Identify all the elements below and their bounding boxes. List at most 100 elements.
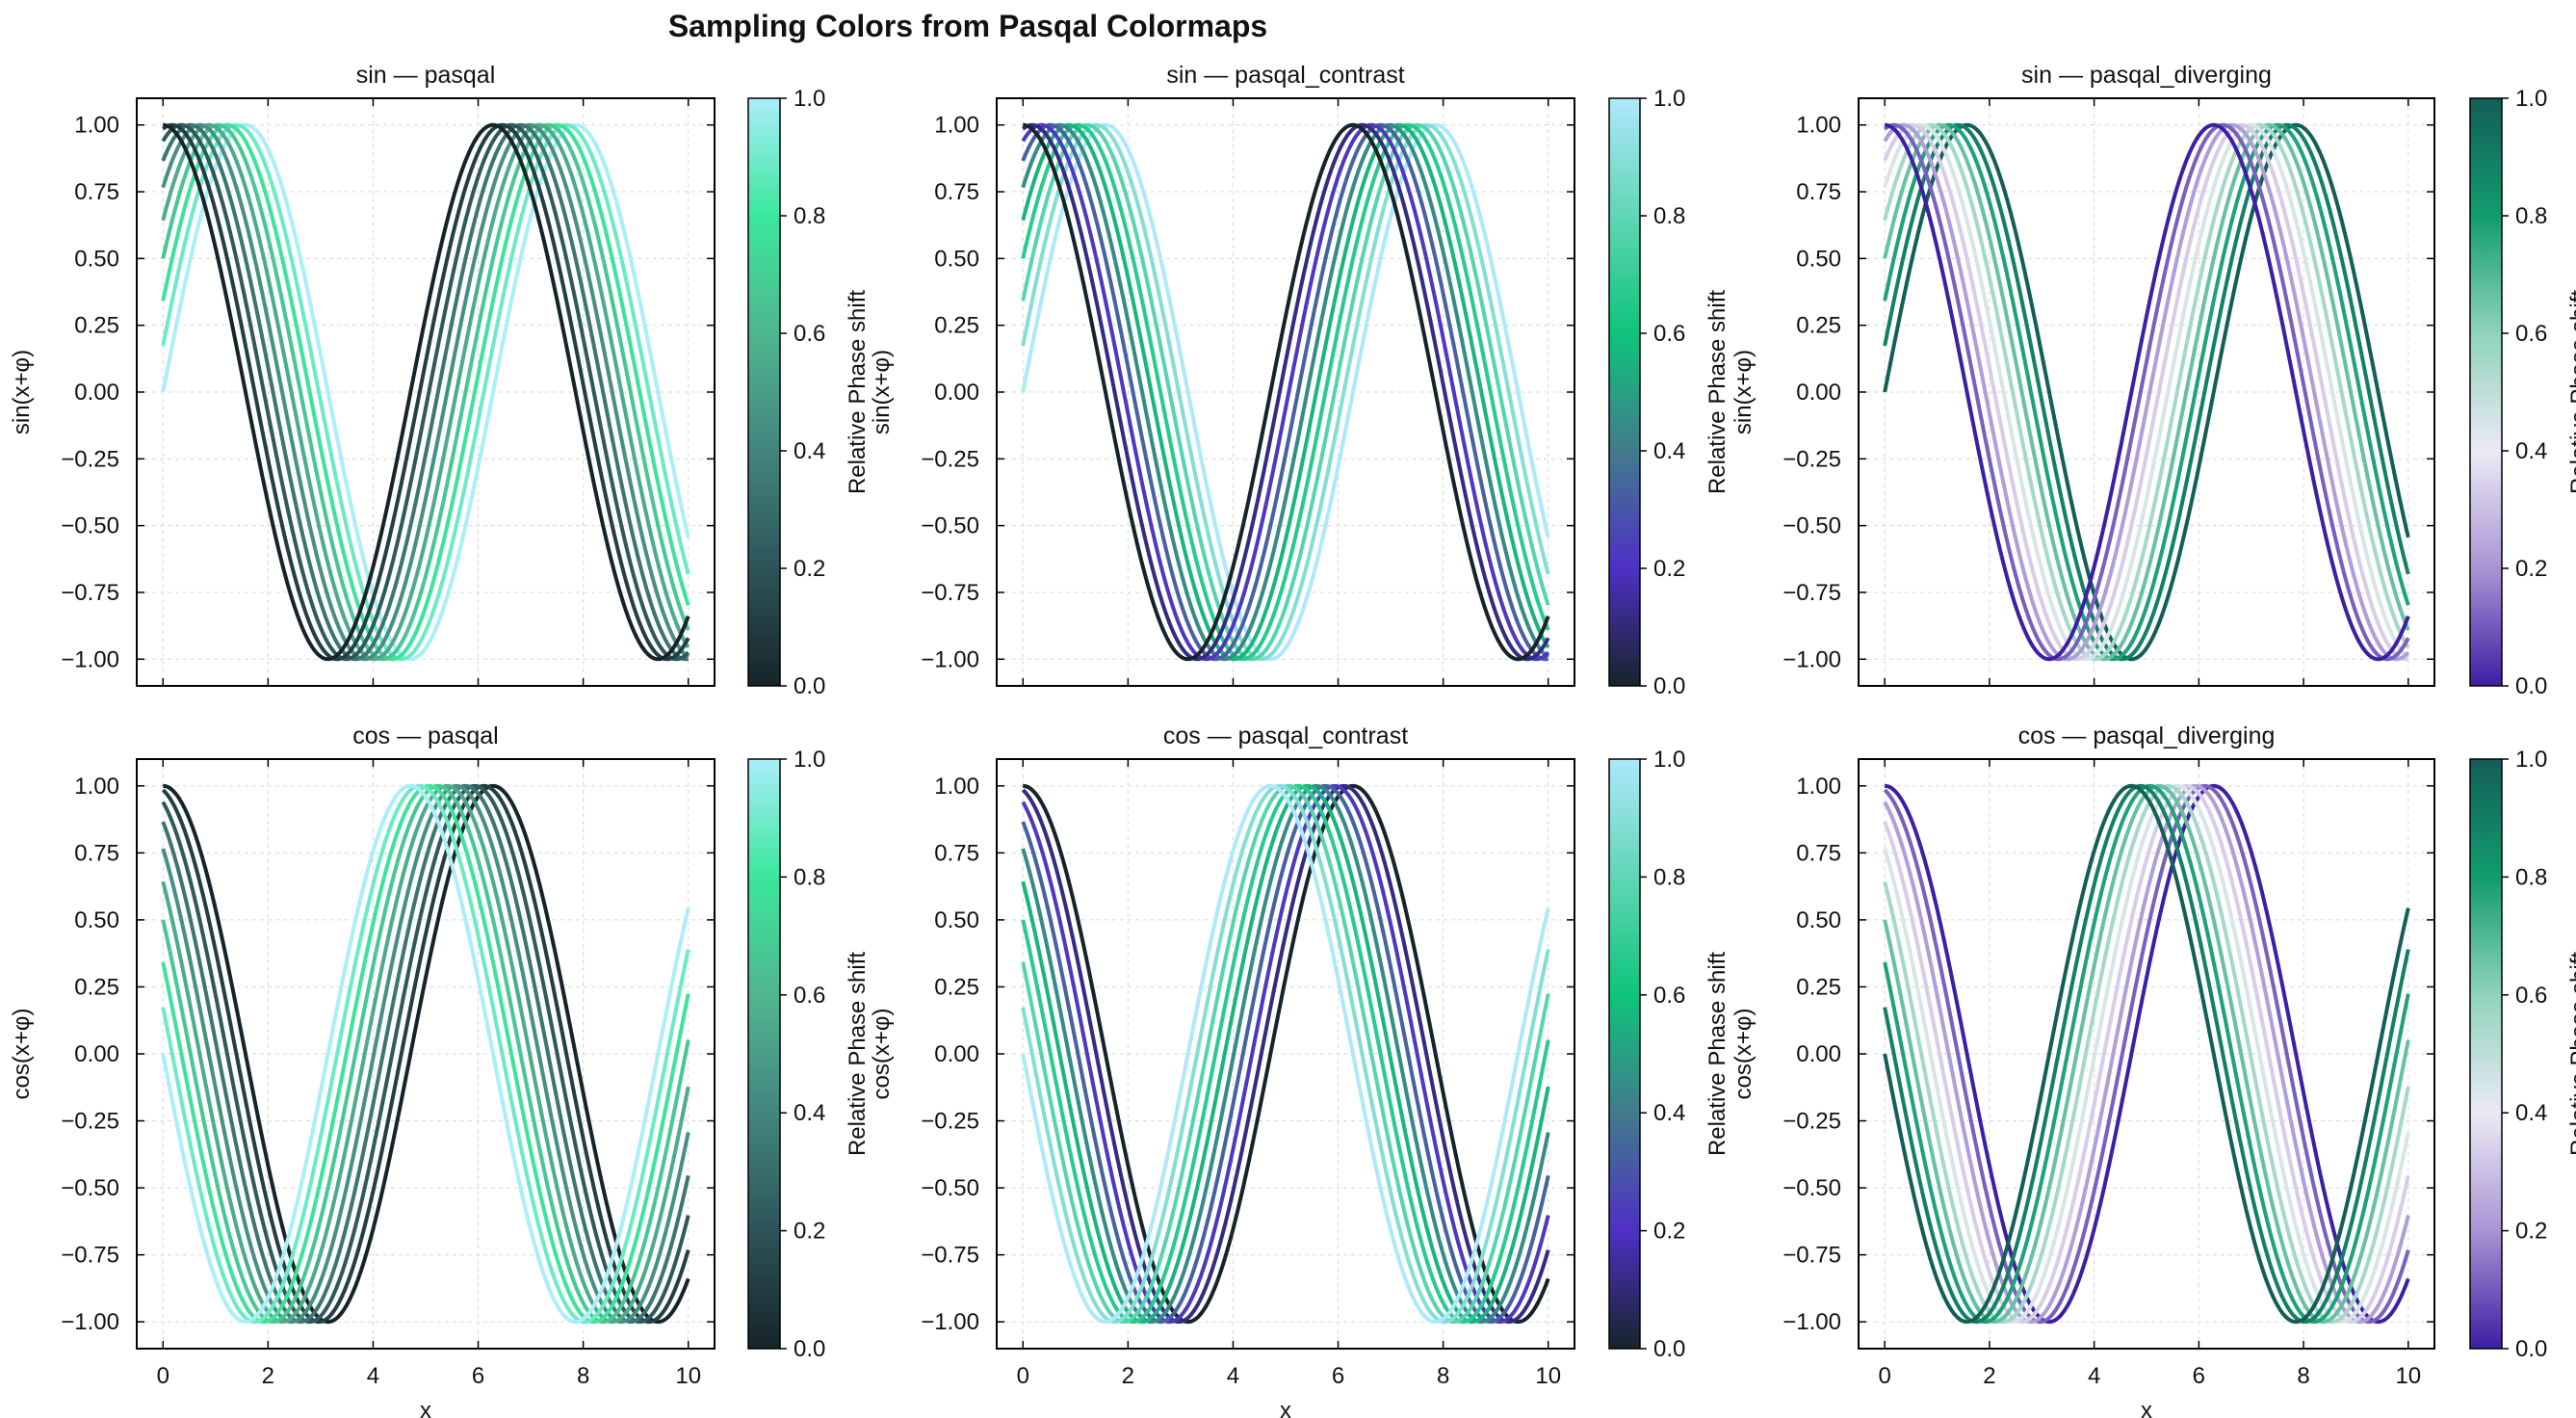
colorbar-tick-label: 0.4: [794, 438, 825, 464]
colorbar-tick-label: 0.4: [2515, 1100, 2547, 1126]
series-line: [1883, 122, 2410, 662]
y-tick-label: −0.25: [61, 446, 119, 472]
colorbar-tick-label: 0.8: [1653, 864, 1685, 890]
colorbar-label: Relative Phase shift: [1704, 952, 1730, 1156]
series-line: [1883, 122, 2410, 662]
y-tick-label: 0.50: [74, 907, 119, 933]
y-tick-label: −1.00: [61, 646, 119, 672]
y-tick-label: 0.75: [934, 840, 979, 866]
series-line: [1021, 783, 1550, 1325]
y-tick-label: 0.50: [934, 246, 979, 272]
y-tick-label: −0.50: [61, 1175, 119, 1201]
series-line: [1021, 122, 1549, 662]
y-tick-label: −0.75: [61, 580, 119, 606]
y-tick-label: 0.00: [74, 1041, 119, 1067]
colorbar-tick-label: 1.0: [794, 86, 825, 112]
colorbar-tick-label: 0.2: [2515, 556, 2547, 582]
y-axis-label: sin(x+φ): [869, 350, 895, 434]
colorbar-tick-label: 0.8: [794, 203, 825, 229]
series-line: [1021, 122, 1550, 662]
y-tick-label: 0.25: [934, 313, 979, 339]
series-line: [1021, 783, 1550, 1325]
y-tick-label: 0.50: [934, 907, 979, 933]
colorbar-tick-label: 0.0: [1653, 673, 1685, 699]
colorbar-tick-label: 1.0: [2515, 86, 2547, 112]
colorbar-label: Relative Phase shift: [845, 290, 871, 494]
series-line: [1885, 783, 2410, 1325]
y-tick-label: −0.75: [61, 1243, 119, 1269]
colorbar-tick-label: 0.2: [1653, 556, 1685, 582]
y-tick-label: 0.50: [74, 246, 119, 272]
colorbar-tick-label: 0.2: [2515, 1219, 2547, 1245]
y-axis-label: sin(x+φ): [9, 350, 35, 434]
x-tick-label: 10: [675, 1363, 701, 1389]
colorbar-label: Relative Phase shift: [2566, 952, 2576, 1156]
series-line: [163, 783, 690, 1325]
y-tick-label: 0.75: [1796, 179, 1841, 205]
panels: 1.00 0.75 0.50 0.25 0.00 −0.25 −0.50 −0.75 −1.00…: [9, 62, 2576, 1418]
y-tick-label: −0.50: [1782, 513, 1841, 539]
panel-cos-pasqal-contrast: 0 2 4 6 8 10 1.00 0.75 0.50 0.25 0.00 −0.25 −0.50 −0.…: [869, 722, 1730, 1418]
panel-title: sin — pasqal_diverging: [2021, 62, 2272, 89]
colorbar-tick-label: 1.0: [1653, 747, 1685, 773]
x-tick-label: 8: [1437, 1363, 1449, 1389]
x-tick-label: 4: [1227, 1363, 1239, 1389]
series-group: [161, 122, 690, 662]
panel-cos-pasqal: 0 2 4 6 8 10 1.00 0.75 0.50 0.25 0.00 −0.25 −0.50 −0.…: [9, 722, 871, 1418]
x-tick-label: 10: [1535, 1363, 1561, 1389]
series-line: [1021, 122, 1549, 662]
series-line: [1021, 783, 1550, 1325]
y-axis-label: sin(x+φ): [1730, 350, 1756, 434]
panel-sin-pasqal: 1.00 0.75 0.50 0.25 0.00 −0.25 −0.50 −0.75 −1.00…: [9, 62, 871, 699]
series-line: [1021, 122, 1550, 662]
series-line: [1883, 122, 2410, 662]
y-tick-label: −0.25: [921, 1109, 979, 1135]
colorbar-label: Relative Phase shift: [2566, 290, 2576, 494]
series-line: [161, 122, 690, 662]
y-tick-label: 0.00: [934, 380, 979, 406]
y-tick-label: 1.00: [1796, 113, 1841, 139]
panel-title: cos — pasqal_contrast: [1163, 722, 1408, 749]
colorbar-tick-label: 0.0: [794, 673, 825, 699]
series-line: [1021, 783, 1550, 1325]
colorbar-tick-label: 1.0: [1653, 86, 1685, 112]
series-line: [163, 122, 690, 662]
series-line: [1021, 122, 1550, 662]
y-axis-label: cos(x+φ): [1730, 1009, 1756, 1100]
series-line: [1023, 122, 1550, 662]
colorbar-tick-label: 0.2: [1653, 1219, 1685, 1245]
series-line: [161, 783, 690, 1325]
panel-cos-pasqal-diverging: 0 2 4 6 8 10 1.00 0.75 0.50 0.25 0.00 −0.25 −0.50 −0.…: [1730, 722, 2576, 1418]
y-tick-label: −1.00: [921, 646, 979, 672]
colorbar-tick-label: 0.6: [1653, 983, 1685, 1009]
y-tick-label: 0.25: [1796, 313, 1841, 339]
x-tick-label: 6: [2193, 1363, 2205, 1389]
colorbar-tick-label: 0.4: [2515, 438, 2547, 464]
y-tick-label: −1.00: [1782, 646, 1841, 672]
series-line: [1883, 783, 2410, 1325]
series-line: [161, 122, 690, 662]
y-tick-label: −0.25: [61, 1109, 119, 1135]
panel-sin-pasqal-diverging: 1.00 0.75 0.50 0.25 0.00 −0.25 −0.50 −0.75 −1.00…: [1730, 62, 2576, 699]
colorbar-tick-label: 0.2: [794, 556, 825, 582]
series-line: [1022, 122, 1550, 662]
series-group: [1021, 783, 1550, 1325]
y-tick-label: −0.25: [1782, 1109, 1841, 1135]
colorbar-tick-label: 0.0: [794, 1336, 825, 1362]
x-tick-label: 2: [262, 1363, 274, 1389]
series-line: [161, 783, 690, 1325]
series-line: [1021, 122, 1550, 662]
x-tick-label: 4: [2088, 1363, 2100, 1389]
series-line: [1883, 783, 2410, 1325]
series-line: [161, 783, 690, 1325]
colorbar-tick-label: 0.8: [2515, 864, 2547, 890]
series-line: [161, 122, 690, 662]
y-tick-label: −0.50: [61, 513, 119, 539]
y-tick-label: 0.00: [74, 380, 119, 406]
y-tick-label: −0.25: [1782, 446, 1841, 472]
series-line: [161, 783, 690, 1325]
series-line: [161, 783, 690, 1325]
series-line: [1883, 122, 2409, 662]
series-line: [1883, 783, 2410, 1325]
colorbar-tick-label: 0.0: [1653, 1336, 1685, 1362]
